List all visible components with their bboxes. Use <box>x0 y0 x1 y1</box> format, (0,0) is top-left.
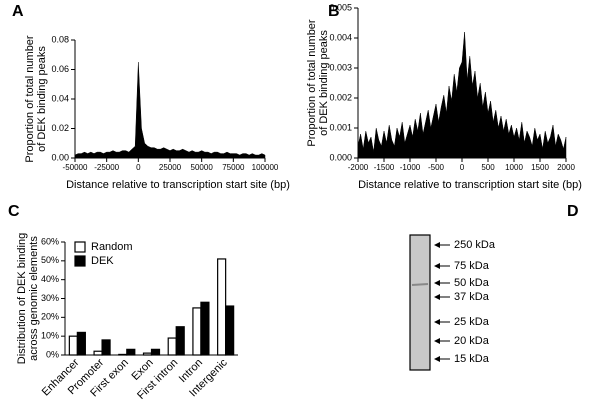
bar <box>150 348 161 356</box>
y-tick-label: 20% <box>41 312 59 322</box>
y-tick-label: 40% <box>41 274 59 284</box>
y-tick-label: 0.08 <box>51 34 69 44</box>
bar <box>175 326 185 356</box>
y-tick-label: 0.00 <box>51 152 69 162</box>
bar <box>192 307 202 356</box>
marker-arrowhead <box>434 294 440 300</box>
x-tick-label: 0 <box>136 163 141 172</box>
gel-band <box>411 283 429 286</box>
panel-label: D <box>567 203 579 220</box>
legend-swatch <box>74 255 86 267</box>
y-tick-label: 0.004 <box>329 32 352 42</box>
y-axis-label: of DEK binding peaks <box>36 46 48 152</box>
bar <box>101 339 111 356</box>
panel-label: B <box>328 3 340 20</box>
y-tick-label: 0.02 <box>51 123 69 133</box>
legend-label: DEK <box>91 255 114 267</box>
marker-label: 50 kDa <box>454 277 490 289</box>
y-tick-label: 0.003 <box>329 62 352 72</box>
x-tick-label: -50000 <box>63 163 88 172</box>
area <box>357 31 567 159</box>
y-tick-label: 50% <box>41 255 59 265</box>
y-tick-label: 10% <box>41 331 59 341</box>
x-tick-label: 0 <box>460 163 465 172</box>
marker-arrowhead <box>434 280 440 286</box>
marker-arrowhead <box>434 319 440 325</box>
x-axis-label: Distance relative to transcription start… <box>66 179 290 191</box>
y-axis-label: across genomic elements <box>28 236 40 361</box>
y-tick-label: 30% <box>41 293 59 303</box>
x-tick-label: 100000 <box>252 163 279 172</box>
x-tick-label: -500 <box>428 163 445 172</box>
y-tick-label: 0.005 <box>329 2 352 12</box>
bar <box>68 335 78 356</box>
bar <box>126 348 136 356</box>
marker-label: 20 kDa <box>454 335 490 347</box>
panel-label: A <box>12 3 24 20</box>
x-tick-label: -2000 <box>348 163 369 172</box>
y-tick-label: 0.06 <box>51 64 69 74</box>
y-tick-label: 0.04 <box>51 93 69 103</box>
y-tick-label: 0.000 <box>329 152 352 162</box>
x-tick-label: 2000 <box>557 163 575 172</box>
marker-label: 25 kDa <box>454 316 490 328</box>
x-tick-label: 50000 <box>191 163 214 172</box>
x-tick-label: 25000 <box>159 163 182 172</box>
gel-lane <box>409 234 431 371</box>
y-axis-label: Proportion of total number <box>24 35 36 163</box>
y-tick-label: 0% <box>46 349 59 359</box>
marker-label: 75 kDa <box>454 260 490 272</box>
x-tick-label: 500 <box>481 163 495 172</box>
y-axis-label: Distribution of DEK binding <box>16 233 28 364</box>
bar <box>76 331 86 356</box>
bar <box>93 350 103 356</box>
x-tick-label: 75000 <box>222 163 245 172</box>
marker-label: 37 kDa <box>454 291 490 303</box>
x-tick-label: 1500 <box>531 163 549 172</box>
x-tick-label: -1500 <box>374 163 395 172</box>
panel-label: C <box>8 203 20 220</box>
y-tick-label: 60% <box>41 236 59 246</box>
x-tick-label: -25000 <box>94 163 119 172</box>
x-axis-label: Distance relative to transcription start… <box>358 179 582 191</box>
marker-arrowhead <box>434 242 440 248</box>
y-tick-label: 0.001 <box>329 122 352 132</box>
x-tick-label: 1000 <box>505 163 523 172</box>
x-tick-label: -1000 <box>400 163 421 172</box>
marker-label: 15 kDa <box>454 353 490 365</box>
marker-arrowhead <box>434 263 440 269</box>
legend-swatch <box>74 241 86 253</box>
y-tick-label: 0.002 <box>329 92 352 102</box>
y-axis-label: Proportion of total number <box>306 19 318 147</box>
bar <box>167 337 177 356</box>
y-axis-label: of DEK binding peaks <box>318 30 330 136</box>
marker-arrowhead <box>434 356 440 362</box>
area <box>74 62 266 159</box>
marker-arrowhead <box>434 338 440 344</box>
bar <box>217 258 227 356</box>
bar <box>200 301 210 356</box>
legend-label: Random <box>91 241 133 253</box>
bar <box>225 305 235 356</box>
marker-label: 250 kDa <box>454 239 496 251</box>
